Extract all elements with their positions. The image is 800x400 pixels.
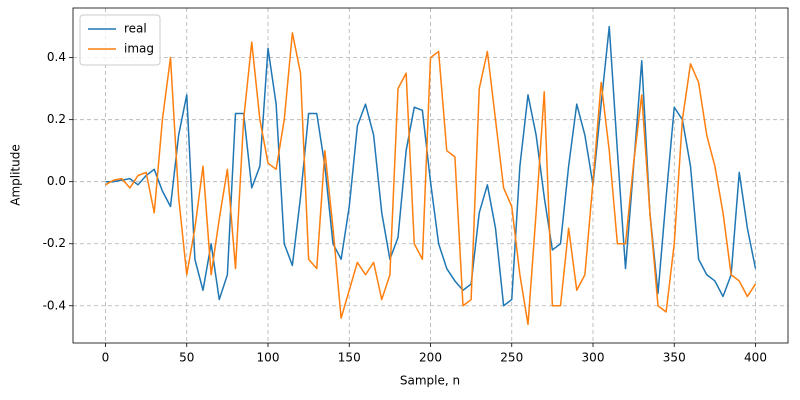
y-tick-label: -0.4	[43, 298, 66, 312]
x-tick-label: 150	[338, 351, 361, 365]
data-line	[105, 25, 757, 307]
legend-label: real	[124, 22, 147, 36]
y-tick-label: 0.4	[47, 50, 66, 64]
y-tick-label: 0.2	[47, 112, 66, 126]
legend-label: imag	[124, 42, 154, 56]
x-tick-label: 250	[500, 351, 523, 365]
y-axis-label: Amplitude	[9, 144, 23, 206]
x-tick-label: 200	[419, 351, 442, 365]
x-tick-label: 100	[257, 351, 280, 365]
x-tick-label: 350	[663, 351, 686, 365]
x-axis-label: Sample, n	[400, 374, 460, 388]
x-tick-label: 300	[582, 351, 605, 365]
x-tick-label: 50	[179, 351, 194, 365]
plot-frame	[72, 7, 789, 344]
data-line	[105, 32, 757, 326]
x-tick-label: 400	[744, 351, 767, 365]
legend-box	[79, 14, 161, 66]
y-tick-label: -0.2	[43, 236, 66, 250]
y-tick-label: 0.0	[47, 174, 66, 188]
x-tick-label: 0	[102, 351, 110, 365]
